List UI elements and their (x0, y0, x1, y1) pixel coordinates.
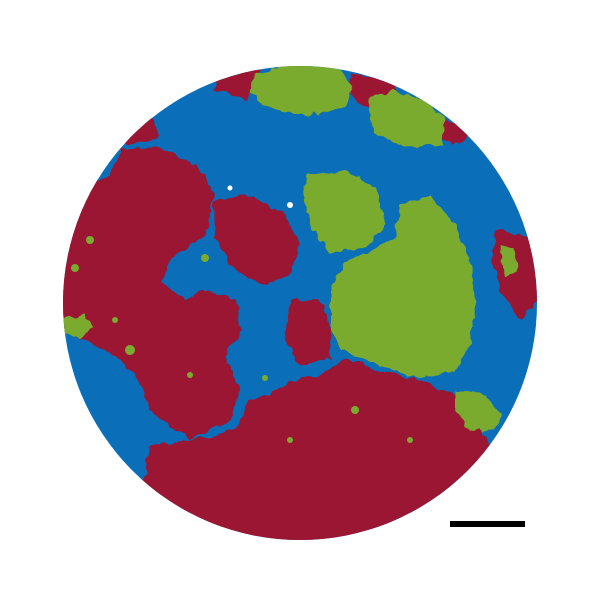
green-specks (71, 236, 413, 443)
voids (227, 185, 293, 208)
scale-bar (450, 521, 525, 527)
disk (63, 66, 537, 540)
red-phase (63, 66, 537, 540)
green-phase (64, 66, 518, 432)
